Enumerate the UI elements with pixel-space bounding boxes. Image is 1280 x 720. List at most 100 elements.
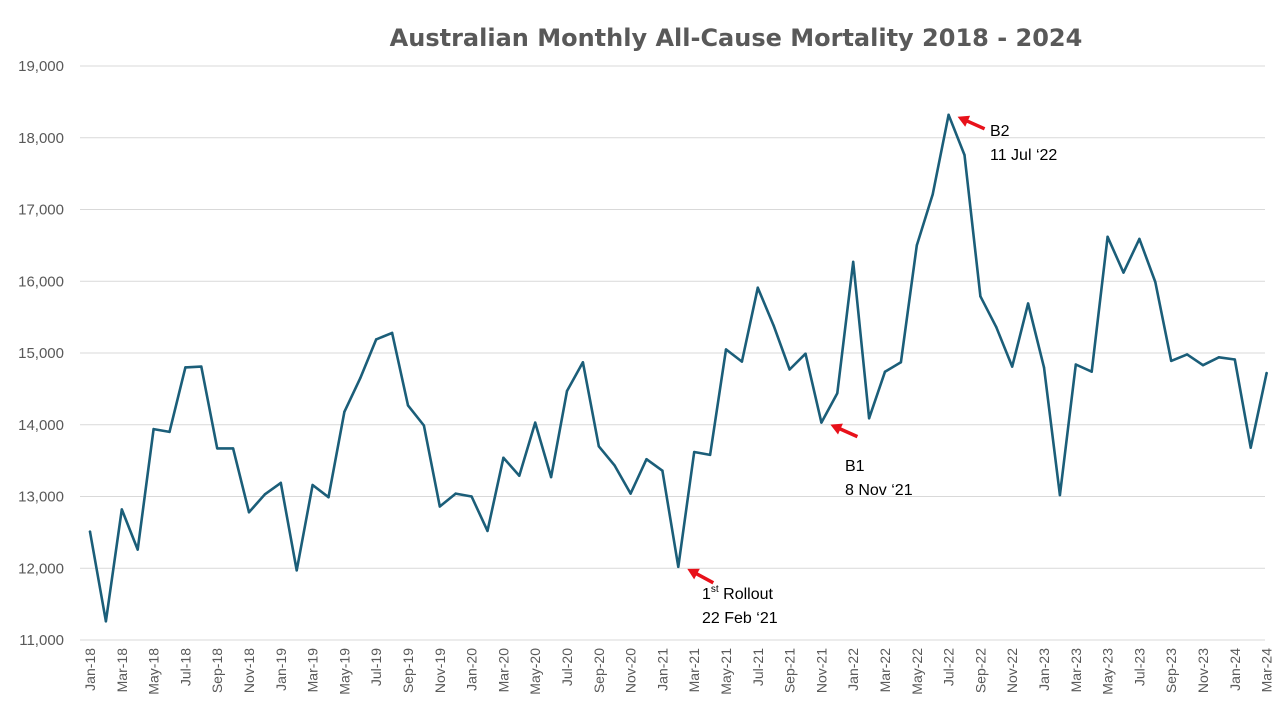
x-tick-label: Jan-19 (273, 648, 289, 691)
data-point (1106, 235, 1109, 238)
y-tick-label: 11,000 (19, 632, 64, 649)
data-point (772, 324, 775, 327)
data-point (359, 376, 362, 380)
x-tick-label: Sep-22 (972, 648, 988, 693)
data-point (120, 508, 124, 511)
data-point (947, 113, 950, 116)
data-point (136, 548, 139, 551)
data-point (1185, 353, 1189, 356)
y-axis-ticks: 11,000 12,000 13,000 14,000 15,000 16,000 17,0… (18, 58, 64, 649)
data-point (1265, 371, 1268, 375)
data-point (231, 447, 235, 450)
data-point (470, 495, 473, 498)
annotation-arrow (957, 115, 986, 131)
x-tick-label: May-20 (527, 648, 543, 695)
x-tick-label: Nov-22 (1004, 648, 1020, 693)
annotation-first-rollout-label: 1st Rollout (702, 584, 773, 603)
x-tick-label: Sep-20 (591, 648, 607, 693)
y-tick-label: 12,000 (18, 560, 64, 577)
data-point (406, 404, 410, 407)
data-point (1122, 271, 1125, 274)
data-point (852, 260, 855, 264)
data-point (549, 475, 553, 479)
gridlines (80, 65, 1265, 641)
x-tick-label: May-21 (718, 648, 734, 695)
annotation-b1: B1 8 Nov ‘21 (845, 458, 913, 499)
x-tick-label: Jul-19 (368, 648, 384, 686)
data-point (693, 450, 696, 454)
data-point (1249, 446, 1252, 449)
x-tick-label: Jul-23 (1131, 648, 1147, 686)
data-point (390, 331, 394, 335)
data-point (279, 481, 282, 485)
data-point (565, 389, 569, 393)
x-tick-label: Mar-20 (495, 648, 511, 693)
data-point (931, 193, 934, 196)
data-point (518, 474, 521, 477)
data-point (915, 244, 918, 247)
x-tick-label: Jan-20 (464, 648, 480, 691)
y-tick-label: 14,000 (18, 417, 64, 434)
x-tick-label: May-22 (909, 648, 925, 695)
data-point (756, 286, 759, 289)
data-point (597, 445, 600, 448)
x-tick-label: Jan-24 (1227, 648, 1243, 691)
x-tick-label: May-18 (146, 648, 162, 695)
x-tick-label: Jan-18 (82, 648, 98, 691)
x-tick-label: Sep-19 (400, 648, 416, 693)
data-point (168, 430, 171, 434)
data-point (1042, 366, 1046, 369)
x-axis-ticks: Jan-18 Mar-18 May-18 Jul-18 Sep-18 Nov-18 Jan-… (82, 648, 1275, 695)
data-point (867, 417, 871, 420)
arrow-head (687, 568, 700, 580)
annotation-b1-label: B1 (845, 458, 865, 475)
data-point (502, 456, 505, 459)
data-point (979, 295, 982, 298)
annotation-b2-label: B2 (990, 123, 1010, 140)
chart-title: Australian Monthly All-Cause Mortality 2… (390, 24, 1083, 52)
data-points (88, 113, 1268, 623)
data-point (1217, 356, 1221, 359)
annotation-arrows (687, 115, 986, 585)
data-point (788, 368, 791, 371)
x-tick-label: Nov-20 (623, 648, 639, 693)
data-point (88, 530, 92, 533)
x-tick-label: Mar-23 (1068, 648, 1084, 693)
data-point (454, 492, 457, 495)
data-point (104, 620, 108, 623)
data-point (375, 338, 378, 341)
data-point (995, 325, 998, 329)
x-tick-label: Jul-22 (941, 648, 957, 686)
data-point (343, 410, 346, 414)
data-point (422, 424, 426, 427)
data-point (804, 352, 807, 355)
y-tick-label: 16,000 (18, 273, 64, 290)
x-tick-label: Mar-19 (305, 648, 321, 693)
data-point (820, 421, 823, 424)
data-point (1154, 280, 1157, 284)
x-tick-label: Sep-21 (782, 648, 798, 693)
annotation-b2-date: 11 Jul ‘22 (990, 147, 1057, 164)
y-tick-label: 13,000 (18, 489, 64, 506)
arrow-shaft (965, 118, 986, 131)
y-tick-label: 17,000 (18, 202, 64, 219)
data-point (200, 365, 203, 368)
data-point (438, 505, 441, 508)
data-point (1058, 493, 1062, 497)
arrow-head (957, 115, 971, 127)
data-point (311, 483, 314, 487)
x-tick-label: May-19 (336, 648, 352, 695)
x-tick-label: Nov-19 (432, 648, 448, 693)
data-point (724, 348, 728, 351)
x-tick-label: Sep-23 (1163, 648, 1179, 693)
data-point (1201, 363, 1205, 367)
arrow-head (830, 423, 843, 435)
x-tick-label: Mar-24 (1259, 648, 1275, 693)
x-tick-label: Sep-18 (209, 648, 225, 693)
y-tick-label: 18,000 (18, 130, 64, 147)
x-tick-label: Nov-23 (1195, 648, 1211, 693)
data-point (1233, 358, 1237, 361)
data-point (613, 464, 616, 467)
